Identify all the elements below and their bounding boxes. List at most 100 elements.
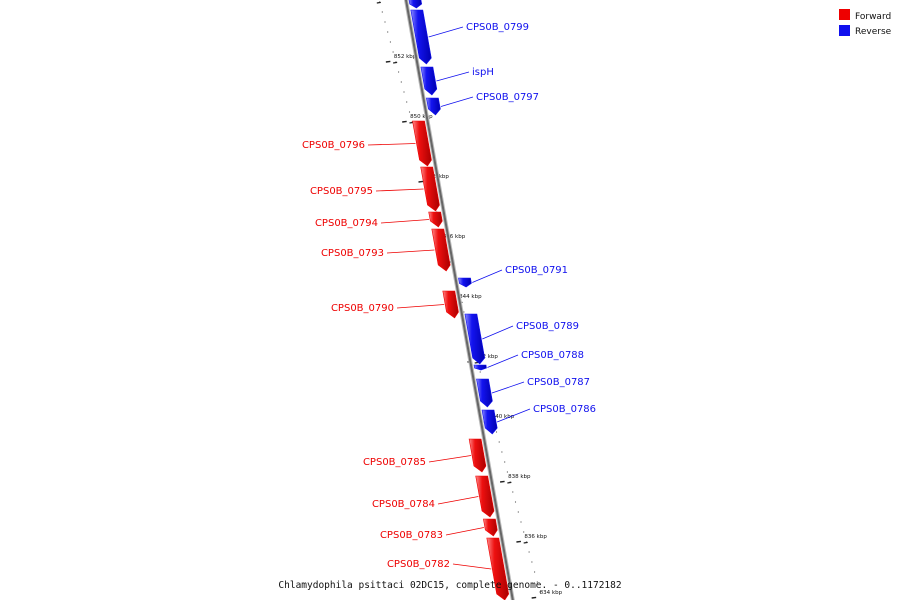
ruler-tick-label: 852 kbp bbox=[394, 54, 417, 60]
gene-label-leader bbox=[380, 219, 430, 224]
legend-forward-swatch bbox=[839, 9, 850, 20]
gene-label-leader bbox=[375, 188, 424, 192]
gene-label-leader bbox=[496, 408, 531, 423]
ruler-dot bbox=[523, 531, 525, 533]
gene-label[interactable]: CPS0B_0791 bbox=[505, 265, 568, 276]
gene-label-leader bbox=[437, 496, 479, 505]
gene-arrow-cps0b-0784[interactable] bbox=[475, 475, 495, 518]
gene-label-leader bbox=[428, 455, 472, 463]
ruler-tick-label: 842 kbp bbox=[475, 354, 498, 360]
ruler-minor-tick bbox=[376, 1, 381, 4]
gene-label-leader bbox=[386, 249, 435, 254]
ruler-dot bbox=[403, 91, 405, 93]
genome-caption: Chlamydophila psittaci 02DC15, complete … bbox=[278, 580, 621, 591]
gene-arrow-cps0b-0793[interactable] bbox=[431, 228, 451, 272]
ruler-dot bbox=[506, 471, 508, 473]
ruler-dot bbox=[534, 571, 536, 573]
ruler-major-tick bbox=[500, 480, 505, 483]
gene-arrow-cps0b-0783[interactable] bbox=[483, 518, 498, 537]
gene-label-leader bbox=[396, 304, 445, 309]
gene-arrow-cps0b-0786[interactable] bbox=[481, 409, 498, 435]
ruler-tick-label: 836 kbp bbox=[524, 534, 547, 540]
gene-label[interactable]: CPS0B_0799 bbox=[466, 22, 529, 33]
ruler-dot bbox=[392, 51, 394, 53]
ruler-dot bbox=[536, 581, 538, 583]
gene-track bbox=[408, 0, 510, 600]
gene-label-leader bbox=[367, 143, 416, 146]
ruler-major-tick bbox=[531, 596, 537, 599]
legend: Forward Reverse bbox=[839, 9, 892, 37]
gene-label[interactable]: CPS0B_0790 bbox=[331, 303, 394, 314]
backbone-line bbox=[404, 0, 514, 600]
gene-arrow-cps0b-0787[interactable] bbox=[476, 378, 493, 408]
ruler-dot bbox=[389, 41, 391, 43]
legend-reverse-label: Reverse bbox=[855, 27, 892, 37]
ruler-dot bbox=[531, 561, 533, 563]
gene-arrow-cps0b-0797[interactable] bbox=[426, 97, 441, 116]
gene-arrow-cps0b-0782[interactable] bbox=[486, 537, 510, 600]
gene-label-leader bbox=[452, 563, 492, 570]
gene-arrow-cps0b-0790[interactable] bbox=[442, 290, 459, 319]
ruler-dot bbox=[384, 21, 386, 23]
gene-label[interactable]: CPS0B_0785 bbox=[363, 457, 426, 468]
gene-label[interactable]: CPS0B_0784 bbox=[372, 499, 435, 510]
gene-label[interactable]: CPS0B_0789 bbox=[516, 321, 579, 332]
gene-arrow-cps0b-0785[interactable] bbox=[468, 438, 487, 473]
gene-label[interactable]: CPS0B_0782 bbox=[387, 559, 450, 570]
gene-label-leader bbox=[440, 96, 474, 107]
gene-label-leader bbox=[487, 354, 519, 368]
legend-reverse-swatch bbox=[839, 25, 850, 36]
ruler-major-tick bbox=[385, 60, 391, 63]
ruler-major-tick bbox=[516, 540, 522, 543]
ruler-dot bbox=[406, 101, 408, 103]
gene-label[interactable]: CPS0B_0794 bbox=[315, 218, 378, 229]
ruler-dot bbox=[400, 81, 402, 83]
ruler-dot bbox=[504, 461, 506, 463]
gene-arrow-cps0b-0788[interactable] bbox=[473, 364, 487, 371]
gene-label-leader bbox=[491, 381, 525, 394]
genome-backbone bbox=[403, 0, 515, 600]
gene-arrow-cps0b-0799[interactable] bbox=[410, 9, 432, 65]
ruler-tick-label: 838 kbp bbox=[508, 474, 531, 480]
gene-label[interactable]: CPS0B_0793 bbox=[321, 248, 384, 259]
ruler-dot bbox=[498, 441, 500, 443]
gene-label-leader bbox=[472, 269, 503, 283]
ruler-major-tick bbox=[402, 120, 407, 123]
ruler-dot bbox=[408, 111, 411, 113]
gene-arrow-cps0b-0794[interactable] bbox=[428, 211, 443, 228]
ruler-tick-label: 834 kbp bbox=[540, 590, 563, 596]
ruler-dot bbox=[398, 71, 400, 73]
ruler-major-tick bbox=[418, 180, 424, 183]
gene-arrow-cps0b-0796[interactable] bbox=[412, 120, 432, 167]
ruler-dot bbox=[501, 451, 503, 453]
gene-label[interactable]: CPS0B_0796 bbox=[302, 140, 365, 151]
gene-arrow-cps0b-0795[interactable] bbox=[420, 166, 440, 212]
gene-arrow-isph[interactable] bbox=[420, 66, 438, 96]
gene-arrow-cps0b-0789[interactable] bbox=[464, 313, 486, 365]
gene-label[interactable]: CPS0B_0797 bbox=[476, 92, 539, 103]
gene-arrow[interactable] bbox=[408, 0, 423, 9]
gene-label[interactable]: ispH bbox=[472, 67, 494, 78]
legend-forward-label: Forward bbox=[855, 12, 891, 22]
ruler-dot bbox=[495, 431, 498, 433]
ruler-dot bbox=[512, 491, 514, 493]
ruler-dot bbox=[479, 371, 481, 373]
ruler-minor-tick bbox=[507, 481, 512, 484]
gene-label-leader bbox=[428, 26, 464, 38]
gene-label[interactable]: CPS0B_0783 bbox=[380, 530, 443, 541]
gene-label-leader bbox=[436, 71, 470, 82]
ruler-tick-label: 840 kbp bbox=[492, 414, 515, 420]
gene-arrow-cps0b-0791[interactable] bbox=[458, 277, 472, 288]
ruler-tick-label: 850 kbp bbox=[410, 114, 433, 120]
gene-label[interactable]: CPS0B_0788 bbox=[521, 350, 584, 361]
gene-label[interactable]: CPS0B_0795 bbox=[310, 186, 373, 197]
gene-label-leader bbox=[482, 325, 514, 340]
ruler-dot bbox=[387, 31, 389, 33]
ruler-dot bbox=[539, 591, 541, 593]
ruler-dot bbox=[517, 511, 519, 513]
gene-label[interactable]: CPS0B_0787 bbox=[527, 377, 590, 388]
gene-label-leader bbox=[445, 527, 484, 536]
gene-label[interactable]: CPS0B_0786 bbox=[533, 404, 596, 415]
ruler-tick-label: 844 kbp bbox=[459, 294, 482, 300]
